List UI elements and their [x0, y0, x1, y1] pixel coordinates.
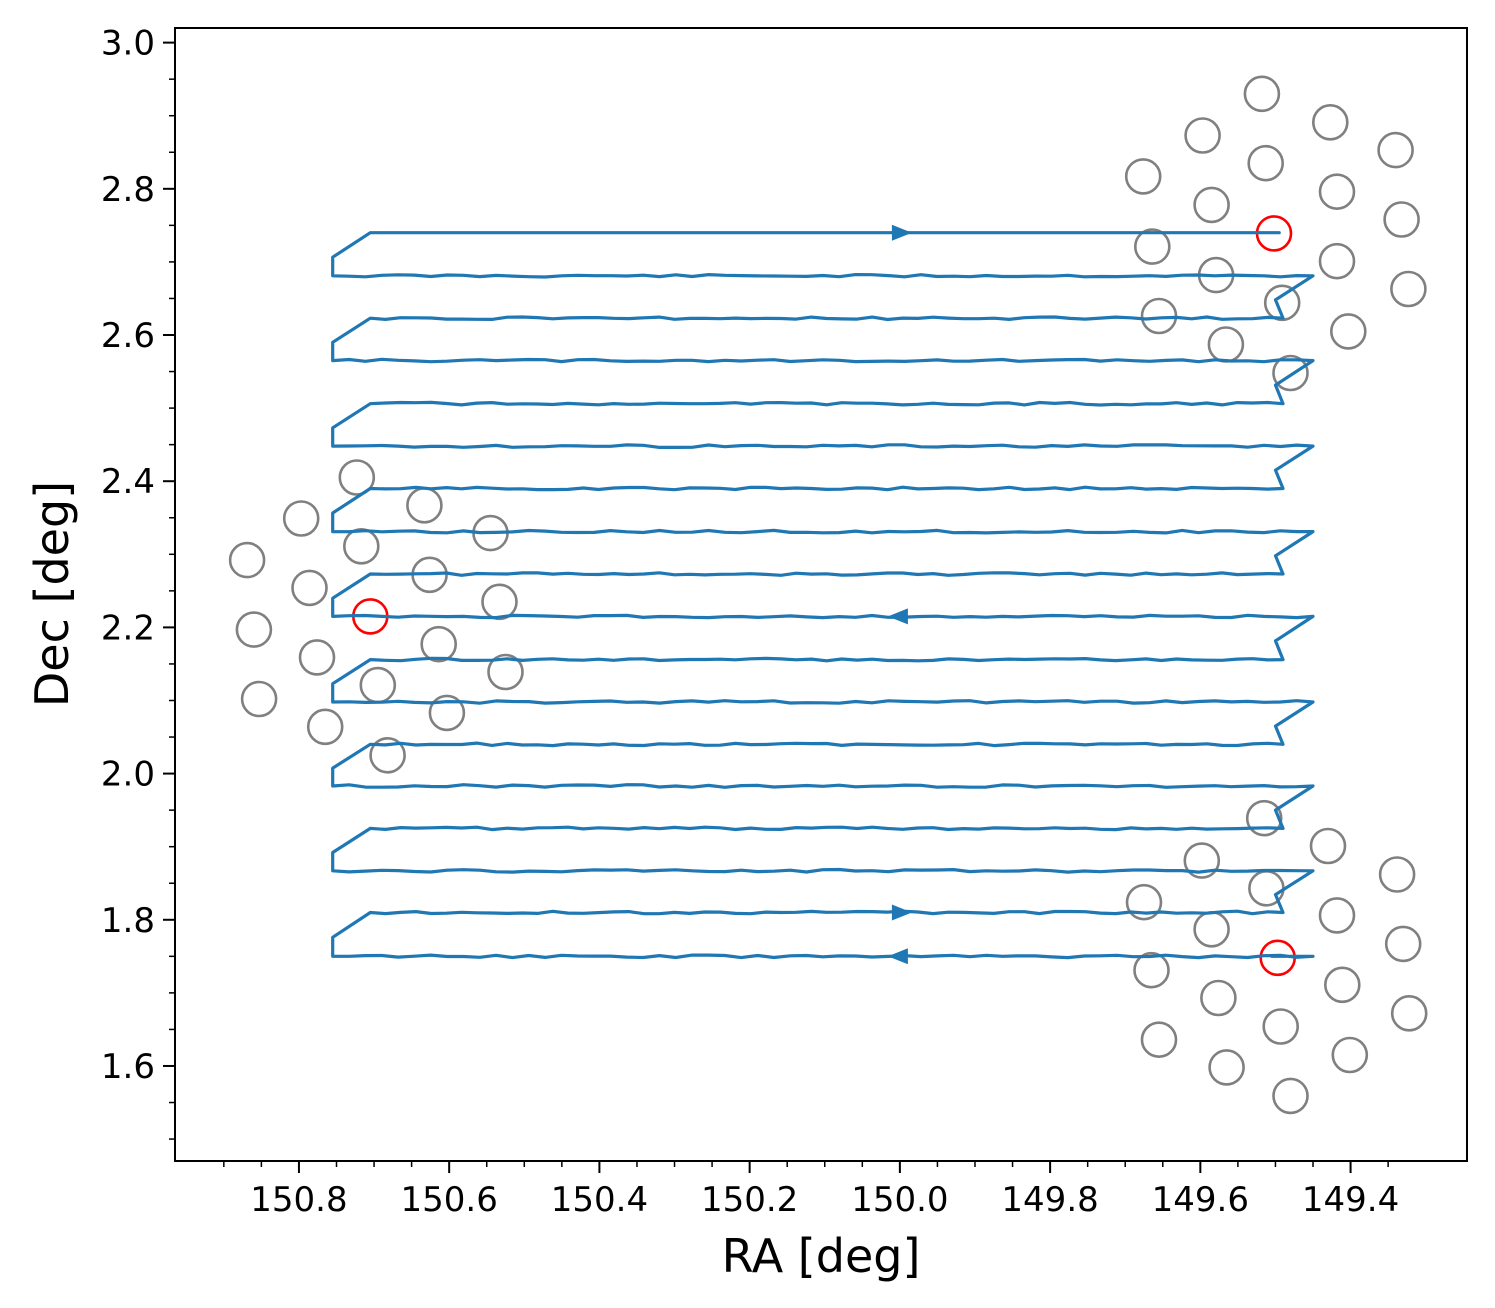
pointing-circle [1247, 144, 1284, 182]
pointing-circle [1272, 1077, 1309, 1115]
x-tick-label: 150.8 [250, 1180, 347, 1220]
y-tick-label: 2.0 [101, 755, 155, 795]
pointing-circle [1134, 228, 1171, 265]
pointing-circle [1330, 313, 1367, 350]
direction-arrow [891, 904, 912, 921]
pointing-circle [420, 625, 458, 663]
pointing-circle [1324, 966, 1361, 1004]
pointing-circle [1124, 158, 1162, 195]
x-tick-label: 150.6 [401, 1180, 498, 1220]
pointing-circle [1140, 1021, 1178, 1058]
pointing-circle [240, 680, 278, 718]
y-tick-label: 2.2 [101, 608, 155, 648]
pointing-circle [1272, 354, 1309, 392]
x-tick-label: 149.4 [1302, 1180, 1399, 1220]
pointing-circle [1312, 104, 1349, 141]
direction-arrow [887, 608, 908, 625]
x-axis-label: RA [deg] [722, 1229, 921, 1283]
pointing-circle [369, 736, 406, 774]
x-tick-label: 149.6 [1152, 1180, 1249, 1220]
x-tick-label: 150.4 [551, 1180, 648, 1220]
pointing-circle [1390, 270, 1427, 308]
pointing-circle [1183, 842, 1221, 879]
pointing-circle [1383, 201, 1420, 238]
x-tick-label: 149.8 [1001, 1180, 1098, 1220]
pointing-circle [1208, 1049, 1245, 1086]
pointing-circle [428, 694, 466, 732]
pointing-circle [282, 500, 320, 537]
plot-frame [174, 27, 1468, 1162]
pointing-circle [306, 708, 344, 746]
y-axis-label: Dec [deg] [25, 481, 79, 707]
direction-arrow [891, 224, 912, 241]
pointing-circle [342, 527, 380, 565]
pointing-circle [1263, 284, 1301, 322]
pointing-circle [1384, 925, 1422, 963]
plot-area [175, 28, 1467, 1161]
pointing-circle [1200, 979, 1237, 1017]
pointing-circle [1193, 186, 1230, 224]
direction-arrow [887, 948, 908, 965]
y-tick-label: 2.4 [101, 462, 155, 502]
pointing-circle [1184, 117, 1221, 154]
pointing-circle [1378, 856, 1416, 893]
pointing-circle [1318, 242, 1356, 280]
pointing-circle [298, 639, 336, 676]
pointing-circle [1243, 75, 1281, 113]
y-tick-label: 1.8 [101, 901, 155, 941]
pointing-circle [1133, 951, 1170, 989]
axis-ticks: 150.8 150.6 150.4 150.2 150.0 149.8 149.6 149.4… [101, 24, 1399, 1220]
pointing-circle [1309, 827, 1347, 865]
pointing-circle [481, 583, 518, 621]
pointing-circle [1390, 994, 1428, 1032]
x-tick-label: 150.2 [701, 1180, 798, 1220]
y-tick-label: 3.0 [101, 24, 155, 64]
pointing-circle [338, 459, 376, 496]
x-tick-label: 150.0 [851, 1180, 948, 1220]
pointing-circle [1377, 131, 1414, 169]
y-tick-label: 1.6 [101, 1047, 155, 1087]
pointing-circle [1262, 1008, 1299, 1045]
pointing-circle [1125, 883, 1163, 921]
pointing-circle [228, 541, 266, 579]
pointing-circle [1245, 799, 1283, 837]
y-tick-label: 2.6 [101, 316, 155, 356]
pointing-circle [1318, 897, 1356, 934]
pointing-circle [291, 569, 328, 607]
scan-path-layer [331, 224, 1315, 965]
pointing-circle [235, 611, 273, 648]
scan-path-line [331, 231, 1315, 960]
y-tick-label: 2.8 [101, 170, 155, 210]
pointing-circle [1331, 1036, 1369, 1074]
pointing-circle [1318, 173, 1356, 210]
pointing-circle [487, 653, 524, 691]
